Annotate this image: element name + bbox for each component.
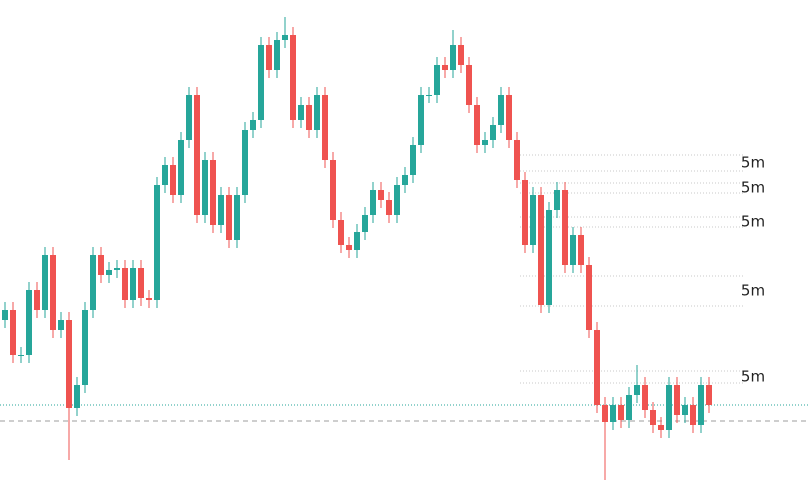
candle-body xyxy=(522,180,528,245)
candle-body xyxy=(258,45,264,120)
candle-body xyxy=(594,330,600,405)
candle-body xyxy=(234,195,240,240)
candle-body xyxy=(514,140,520,180)
candle-body xyxy=(50,255,56,330)
candle-body xyxy=(706,385,712,405)
candle-body xyxy=(666,385,672,430)
candle-body xyxy=(658,425,664,430)
candle-body xyxy=(162,165,168,185)
candle-body xyxy=(226,195,232,240)
candle-body xyxy=(26,290,32,355)
level-label: 5m xyxy=(741,213,765,231)
candle-body xyxy=(306,105,312,130)
candle-body xyxy=(18,355,24,356)
candle-body xyxy=(330,160,336,220)
candle-body xyxy=(210,160,216,225)
candle-body xyxy=(82,310,88,385)
level-label: 5m xyxy=(741,282,765,300)
candle-body xyxy=(346,245,352,250)
candle-body xyxy=(562,190,568,265)
candle-body xyxy=(498,95,504,125)
candle-body xyxy=(610,405,616,422)
candle-body xyxy=(578,235,584,265)
candle-body xyxy=(386,200,392,215)
candle-body xyxy=(466,65,472,105)
candle-body xyxy=(682,405,688,415)
candle-body xyxy=(178,140,184,195)
candle-body xyxy=(266,45,272,70)
candle-body xyxy=(314,95,320,130)
candle-body xyxy=(322,95,328,160)
candle-body xyxy=(186,95,192,140)
candle-body xyxy=(106,270,112,275)
level-label: 5m xyxy=(741,154,765,172)
candle-body xyxy=(170,165,176,195)
candle-body xyxy=(354,232,360,250)
candle-body xyxy=(618,405,624,420)
candle-body xyxy=(482,140,488,145)
candle-body xyxy=(418,95,424,145)
candle-body xyxy=(250,120,256,130)
candle-body xyxy=(154,185,160,300)
candle-body xyxy=(450,45,456,70)
candle-body xyxy=(698,385,704,425)
candle-body xyxy=(90,255,96,310)
candle-body xyxy=(642,385,648,410)
candle-body xyxy=(554,190,560,210)
candle-body xyxy=(674,385,680,415)
candle-body xyxy=(42,255,48,310)
candle-body xyxy=(474,105,480,145)
candle-body xyxy=(242,130,248,195)
candle-body xyxy=(530,195,536,245)
candle-body xyxy=(394,185,400,215)
candle-body xyxy=(546,210,552,305)
candle-body xyxy=(290,35,296,120)
candle-body xyxy=(146,298,152,300)
candle-body xyxy=(34,290,40,310)
candle-body xyxy=(58,320,64,330)
candle-body xyxy=(602,405,608,422)
candle-body xyxy=(122,268,128,300)
candle-body xyxy=(538,195,544,305)
candle-body xyxy=(282,35,288,40)
candle-body xyxy=(442,65,448,70)
candle-body xyxy=(338,220,344,245)
candle-body xyxy=(298,105,304,120)
candle-body xyxy=(74,385,80,408)
candle-body xyxy=(650,410,656,425)
level-label: 5m xyxy=(741,368,765,386)
candle-body xyxy=(586,265,592,330)
candle-body xyxy=(402,175,408,185)
candle-body xyxy=(274,40,280,70)
candle-body xyxy=(426,95,432,96)
candle-body xyxy=(98,255,104,275)
candle-body xyxy=(66,320,72,408)
candle-body xyxy=(690,405,696,425)
candle-body xyxy=(410,145,416,175)
candle-body xyxy=(490,125,496,140)
candle-body xyxy=(2,310,8,320)
candle-body xyxy=(634,385,640,395)
candle-body xyxy=(362,215,368,232)
candle-body xyxy=(10,310,16,355)
candle-body xyxy=(570,235,576,265)
candle-body xyxy=(378,190,384,200)
candle-body xyxy=(194,95,200,215)
candle-body xyxy=(218,195,224,225)
level-label: 5m xyxy=(741,179,765,197)
candle-body xyxy=(506,95,512,140)
candle-body xyxy=(434,65,440,95)
candle-body xyxy=(138,268,144,298)
candle-body xyxy=(114,268,120,270)
candle-body xyxy=(626,395,632,420)
candle-body xyxy=(370,190,376,215)
candle-body xyxy=(458,45,464,65)
candle-body xyxy=(130,268,136,300)
candle-body xyxy=(202,160,208,215)
